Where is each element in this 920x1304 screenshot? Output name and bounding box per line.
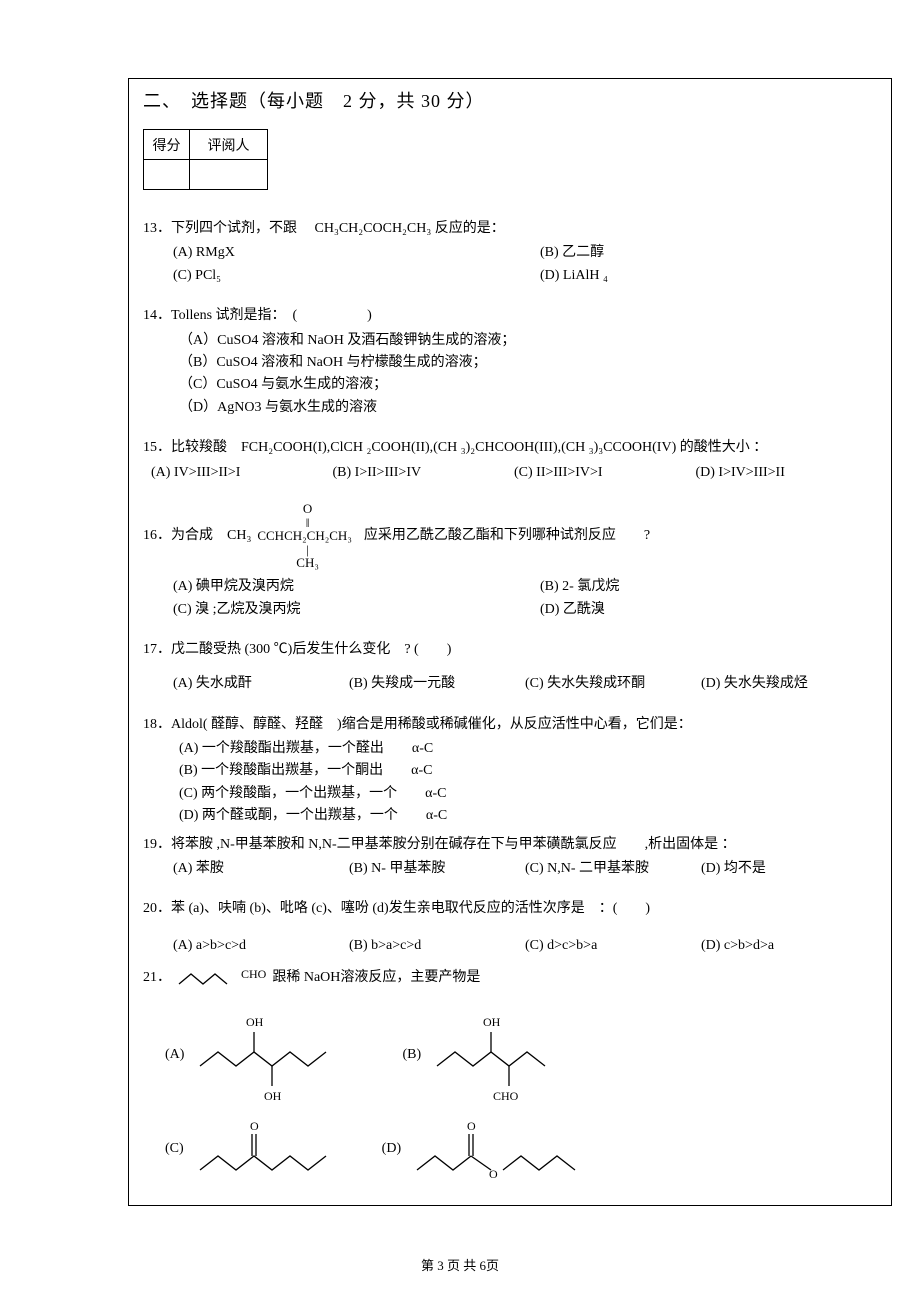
q19-stem: 19．将苯胺 ,N-甲基苯胺和 N,N-二甲基苯胺分别在碱存在下与甲苯磺酰氯反应… [143,834,877,856]
q17-opt-b: (B) 失羧成一元酸 [349,673,525,695]
q16-opt-a: (A) 碘甲烷及溴丙烷 [143,576,510,598]
q20-opt-c: (C) d>c>b>a [525,935,701,957]
q19-opt-c: (C) N,N- 二甲基苯胺 [525,858,701,880]
question-16: 16．为合成 CH₃ O ‖ CCHCH₂CH₂CH₃ | CH₃ 应采用乙酰乙… [143,502,877,621]
svg-text:OH: OH [483,1015,501,1029]
q13-opt-b: (B) 乙二醇 [510,242,877,264]
q21-structure-d-icon: O O [409,1118,579,1182]
q21-opt-b-label: (B) [402,1044,421,1066]
question-21: 21． CHO 跟稀 NaOH溶液反应，主要产物是 (A) OH OH (B) [143,967,877,1181]
q16-opt-d: (D) 乙酰溴 [510,599,877,621]
q15-opt-c: (C) II>III>IV>I [514,462,696,484]
q13-opt-d: (D) LiAlH ₄ [510,265,877,287]
q18-opt-c: (C) 两个羧酸酯，一个出羰基，一个 α-C [143,783,877,805]
q20-stem: 20．苯 (a)、呋喃 (b)、吡咯 (c)、噻吩 (d)发生亲电取代反应的活性… [143,898,877,920]
q16-formula-bot: CH₃ [296,556,319,570]
page-footer: 第 3 页 共 6页 [0,1255,920,1274]
q17-options: (A) 失水成酐 (B) 失羧成一元酸 (C) 失水失羧成环酮 (D) 失水失羧… [143,673,877,695]
q15-stem: 15．比较羧酸 FCH₂COOH(I),ClCH ₂COOH(II),(CH ₃… [143,437,877,459]
q19-options: (A) 苯胺 (B) N- 甲基苯胺 (C) N,N- 二甲基苯胺 (D) 均不… [143,858,877,880]
question-19: 19．将苯胺 ,N-甲基苯胺和 N,N-二甲基苯胺分别在碱存在下与甲苯磺酰氯反应… [143,834,877,881]
question-15: 15．比较羧酸 FCH₂COOH(I),ClCH ₂COOH(II),(CH ₃… [143,437,877,484]
q16-stem-row: 16．为合成 CH₃ O ‖ CCHCH₂CH₂CH₃ | CH₃ 应采用乙酰乙… [143,502,877,570]
q21-opt-d-label: (D) [382,1138,401,1160]
q17-opt-c: (C) 失水失羧成环酮 [525,673,701,695]
section-title: 二、 选择题（每小题 2 分，共 30 分） [143,87,877,113]
score-table-value-row [144,160,268,190]
q14-opt-d: （D）AgNO3 与氨水生成的溶液 [143,397,877,419]
q18-opt-b: (B) 一个羧酸酯出羰基，一个酮出 α-C [143,760,877,782]
q16-opt-c: (C) 溴 ;乙烷及溴丙烷 [143,599,510,621]
q16-formula-main: CCHCH₂CH₂CH₃ [257,529,352,543]
q18-opt-d: (D) 两个醛或酮，一个出羰基，一个 α-C [143,805,877,827]
q17-stem: 17．戊二酸受热 (300 ℃)后发生什么变化 ? ( ) [143,639,877,661]
q15-options: (A) IV>III>II>I (B) I>II>III>IV (C) II>I… [143,462,877,484]
q17-opt-d: (D) 失水失羧成烃 [701,673,877,695]
question-17: 17．戊二酸受热 (300 ℃)后发生什么变化 ? ( ) (A) 失水成酐 (… [143,639,877,696]
q20-opt-d: (D) c>b>d>a [701,935,877,957]
q21-opt-c-label: (C) [165,1138,184,1160]
q16-pre: 16．为合成 [143,525,227,547]
q16-structure-icon: O ‖ CCHCH₂CH₂CH₃ | CH₃ [257,502,352,570]
q16-options: (A) 碘甲烷及溴丙烷 (B) 2- 氯戊烷 (C) 溴 ;乙烷及溴丙烷 (D)… [143,576,877,621]
q17-opt-a: (A) 失水成酐 [173,673,349,695]
svg-text:OH: OH [246,1015,264,1029]
question-18: 18．Aldol( 醛醇、醇醛、羟醛 )缩合是用稀酸或稀碱催化，从反应活性中心看… [143,714,877,828]
q14-opt-c: （C）CuSO4 与氨水生成的溶液； [143,374,877,396]
q21-opt-a-label: (A) [165,1044,184,1066]
question-20: 20．苯 (a)、呋喃 (b)、吡咯 (c)、噻吩 (d)发生亲电取代反应的活性… [143,898,877,957]
q20-opt-a: (A) a>b>c>d [173,935,349,957]
q15-opt-b: (B) I>II>III>IV [333,462,515,484]
q21-structure-a-icon: OH OH [192,1008,342,1104]
svg-text:O: O [489,1167,498,1181]
q16-vert-bond-icon: | [306,543,309,557]
q19-opt-b: (B) N- 甲基苯胺 [349,858,525,880]
q16-opt-b: (B) 2- 氯戊烷 [510,576,877,598]
q21-structure-c-icon: O [192,1118,342,1182]
score-cell [144,160,190,190]
butanal-zigzag-icon [177,968,241,988]
q20-opt-b: (B) b>a>c>d [349,935,525,957]
q21-num: 21． [143,967,171,989]
q21-cho-label: CHO [241,965,266,984]
q21-row-cd: (C) O (D) O O [143,1118,877,1182]
q16-formula-pre: CH₃ [227,525,251,547]
q18-opt-a: (A) 一个羧酸酯出羰基，一个醛出 α-C [143,738,877,760]
q13-opt-a: (A) RMgX [143,242,510,264]
q16-carbonyl-o: O [303,502,312,516]
svg-text:CHO: CHO [493,1089,519,1103]
page-frame: 二、 选择题（每小题 2 分，共 30 分） 得分 评阅人 13．下列四个试剂，… [128,78,892,1206]
q15-opt-a: (A) IV>III>II>I [151,462,333,484]
score-table-header-row: 得分 评阅人 [144,130,268,160]
q21-tail: 跟稀 NaOH溶液反应，主要产物是 [272,967,480,989]
q15-opt-d: (D) I>IV>III>II [696,462,878,484]
q19-opt-d: (D) 均不是 [701,858,877,880]
q14-opt-a: （A）CuSO4 溶液和 NaOH 及酒石酸钾钠生成的溶液； [143,330,877,352]
svg-text:OH: OH [264,1089,282,1103]
q21-stem-row: 21． CHO 跟稀 NaOH溶液反应，主要产物是 [143,967,877,989]
question-14: 14．Tollens 试剂是指： ( ) （A）CuSO4 溶液和 NaOH 及… [143,305,877,419]
q14-opt-b: （B）CuSO4 溶液和 NaOH 与柠檬酸生成的溶液； [143,352,877,374]
svg-text:O: O [250,1119,259,1133]
q13-options: (A) RMgX (B) 乙二醇 (C) PCl₅ (D) LiAlH ₄ [143,242,877,287]
reviewer-header: 评阅人 [190,130,268,160]
score-header: 得分 [144,130,190,160]
q14-stem: 14．Tollens 试剂是指： ( ) [143,305,877,327]
score-table: 得分 评阅人 [143,129,268,190]
q16-dbl-bond-icon: ‖ [306,516,310,530]
q13-opt-c: (C) PCl₅ [143,265,510,287]
q19-opt-a: (A) 苯胺 [173,858,349,880]
q18-stem: 18．Aldol( 醛醇、醇醛、羟醛 )缩合是用稀酸或稀碱催化，从反应活性中心看… [143,714,877,736]
svg-text:O: O [467,1119,476,1133]
q21-row-ab: (A) OH OH (B) OH CHO [143,1008,877,1104]
q21-structure-b-icon: OH CHO [429,1008,579,1104]
q16-post: 应采用乙酰乙酸乙酯和下列哪种试剂反应 ? [364,525,650,547]
q20-options: (A) a>b>c>d (B) b>a>c>d (C) d>c>b>a (D) … [143,935,877,957]
reviewer-cell [190,160,268,190]
question-13: 13．下列四个试剂，不跟 CH₃CH₂COCH₂CH₃ 反应的是： (A) RM… [143,218,877,287]
q13-stem: 13．下列四个试剂，不跟 CH₃CH₂COCH₂CH₃ 反应的是： [143,218,877,240]
